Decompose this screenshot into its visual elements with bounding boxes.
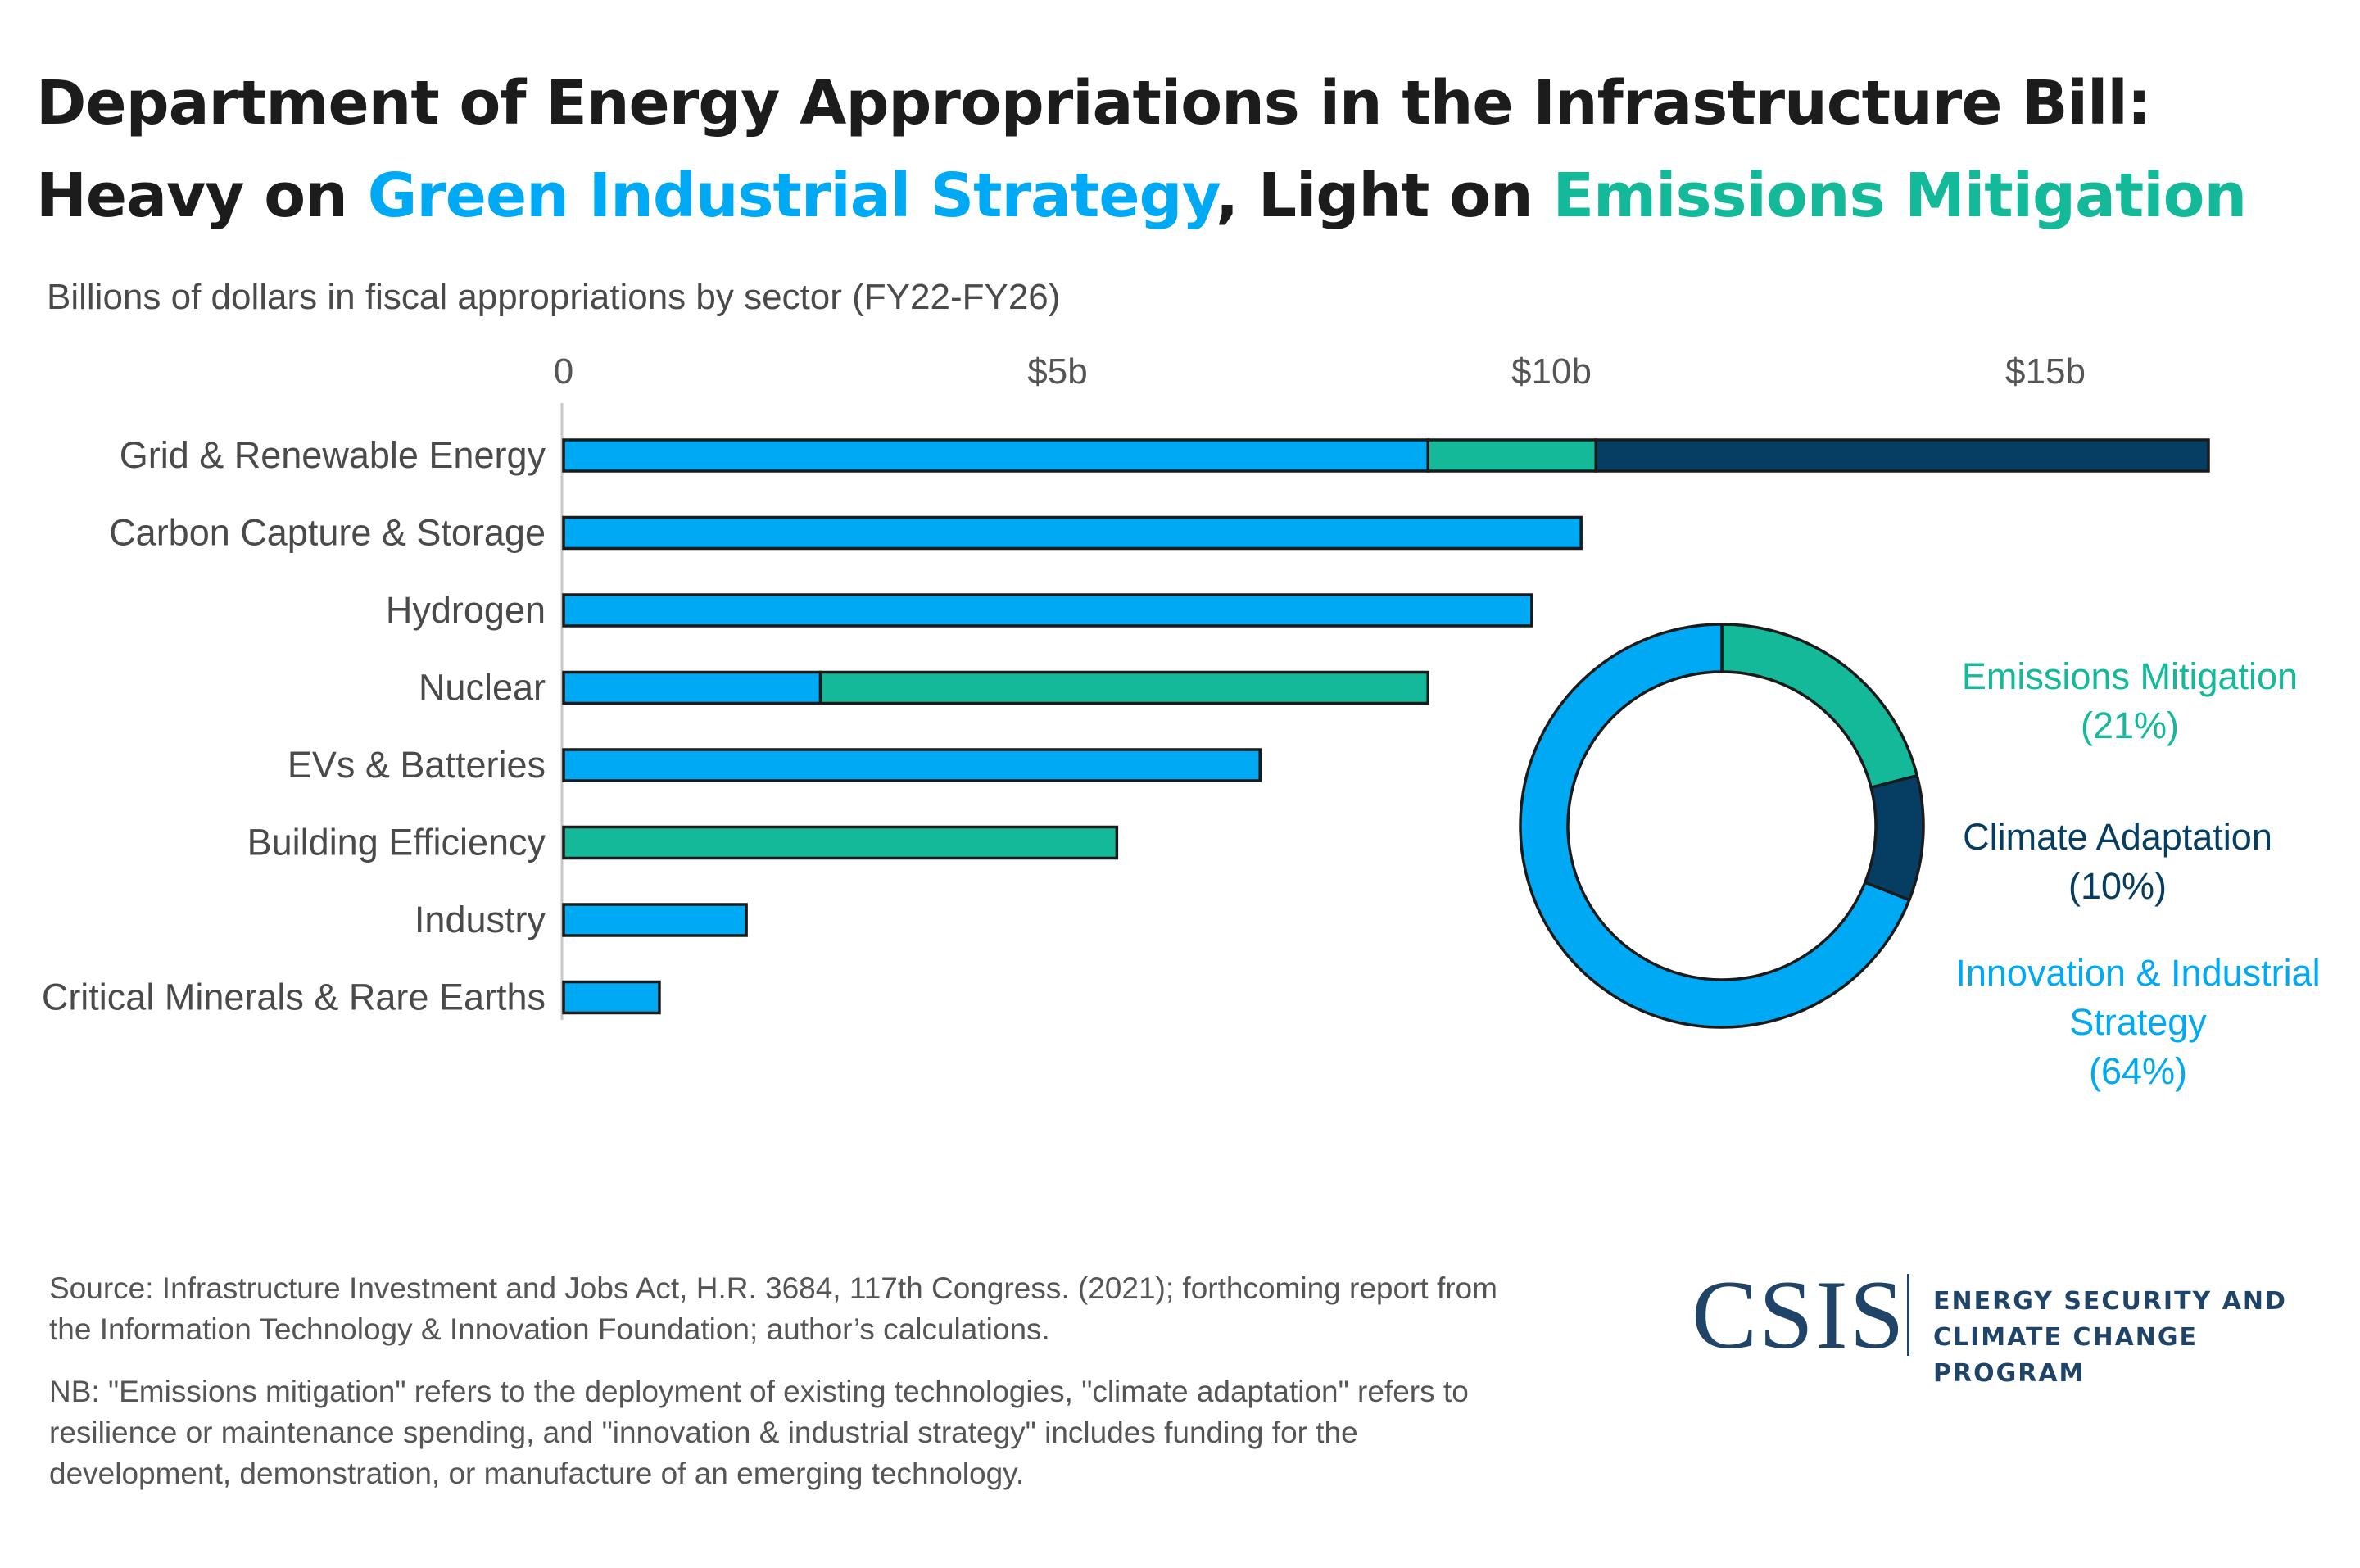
bar-carbon-capture-and-storage-innovation-and-industrial-strategy: [562, 515, 1583, 551]
chart-title: Department of Energy Appropriations in t…: [36, 57, 2330, 242]
program-name-line-1: ENERGY SECURITY AND: [1933, 1287, 2287, 1316]
bar-grid-and-renewable-energy-climate-adaptation: [1594, 438, 2210, 473]
category-label: EVs & Batteries: [288, 744, 546, 786]
donut-label-climate-adaptation-pct: (10%): [2068, 865, 2167, 907]
csis-wordmark: CSIS: [1692, 1260, 1906, 1369]
title-line-2: Heavy on Green Industrial Strategy, Ligh…: [36, 150, 2330, 242]
donut-label-climate-adaptation: Climate Adaptation: [1963, 816, 2272, 858]
title-highlight-emissions-mitigation: Emissions Mitigation: [1552, 161, 2247, 231]
x-tick-label: $10b: [1511, 351, 1592, 392]
title-line-2-middle: , Light on: [1215, 161, 1553, 231]
category-label: Carbon Capture & Storage: [109, 512, 546, 554]
donut-label-innovation-and-industrial-strategy: Innovation & Industrial: [1955, 952, 2320, 994]
title-line-1: Department of Energy Appropriations in t…: [36, 68, 2151, 138]
bar-critical-minerals-and-rare-earths-innovation-and-industrial-strategy: [562, 980, 661, 1015]
title-line-2-prefix: Heavy on: [36, 161, 368, 231]
x-tick-label: $5b: [1027, 351, 1087, 392]
donut-slice-innovation-and-industrial-strategy: [1519, 623, 1911, 1029]
bar-grid-and-renewable-energy-innovation-and-industrial-strategy: [562, 438, 1429, 473]
donut-label-innovation-and-industrial-strategy: Strategy: [2069, 1001, 2207, 1043]
x-tick-label: $15b: [2005, 351, 2086, 392]
program-name-line-2: CLIMATE CHANGE PROGRAM: [1933, 1323, 2199, 1388]
bar-grid-and-renewable-energy-emissions-mitigation: [1426, 438, 1598, 473]
category-label: Nuclear: [419, 667, 546, 709]
program-name: ENERGY SECURITY AND CLIMATE CHANGE PROGR…: [1933, 1284, 2359, 1392]
category-label: Grid & Renewable Energy: [120, 434, 546, 476]
x-tick-label: 0: [554, 351, 573, 392]
category-label: Industry: [414, 899, 546, 940]
source-note: Source: Infrastructure Investment and Jo…: [49, 1271, 1497, 1346]
title-highlight-green-industrial-strategy: Green Industrial Strategy: [367, 161, 1216, 231]
donut-slice-emissions-mitigation: [1720, 623, 1919, 789]
category-label: Critical Minerals & Rare Earths: [42, 977, 546, 1018]
bar-building-efficiency-emissions-mitigation: [562, 825, 1119, 860]
bar-nuclear-emissions-mitigation: [818, 670, 1429, 705]
donut-label-innovation-and-industrial-strategy-pct: (64%): [2089, 1050, 2187, 1092]
donut-slice-climate-adaptation: [1864, 774, 1925, 902]
category-label: Hydrogen: [386, 589, 546, 631]
chart-subtitle: Billions of dollars in fiscal appropriat…: [47, 277, 1061, 317]
nb-note: NB: "Emissions mitigation" refers to the…: [49, 1375, 1469, 1490]
logo-divider: [1907, 1274, 1909, 1356]
donut-label-emissions-mitigation: Emissions Mitigation: [1962, 655, 2298, 697]
bar-nuclear-innovation-and-industrial-strategy: [562, 670, 822, 705]
bar-hydrogen-innovation-and-industrial-strategy: [562, 593, 1533, 628]
bar-evs-and-batteries-innovation-and-industrial-strategy: [562, 748, 1262, 782]
donut-label-emissions-mitigation-pct: (21%): [2081, 705, 2179, 746]
bar-industry-innovation-and-industrial-strategy: [562, 903, 748, 937]
category-label: Building Efficiency: [247, 822, 546, 863]
